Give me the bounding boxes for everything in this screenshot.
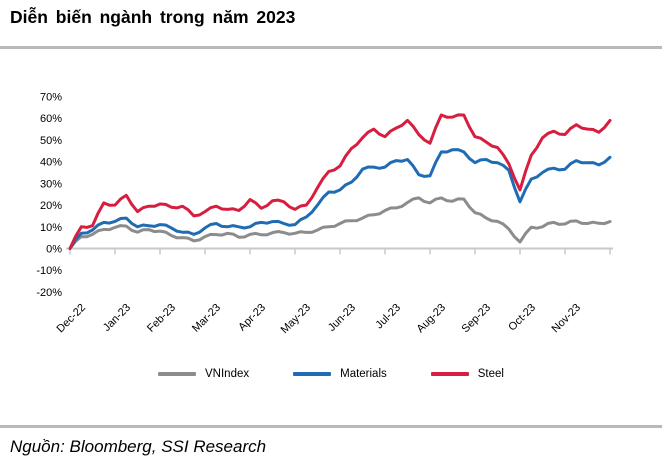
sector-performance-chart: 70% 60% 50% 40% 30% 20% 10% 0% -10% -20% Dec-22 Jan… — [0, 60, 662, 366]
svg-text:Feb-23: Feb-23 — [145, 302, 178, 335]
page-title: Diễn biến ngành trong năm 2023 — [10, 7, 296, 27]
svg-text:60%: 60% — [40, 113, 62, 125]
svg-text:Nov-23: Nov-23 — [550, 302, 584, 336]
svg-text:20%: 20% — [40, 200, 62, 212]
legend-item-vnindex: VNIndex — [158, 368, 249, 380]
vnindex-line-swatch — [158, 372, 196, 376]
materials-line-swatch — [293, 372, 332, 376]
steel-line-swatch — [430, 372, 469, 376]
svg-text:-10%: -10% — [36, 265, 62, 277]
svg-text:May-23: May-23 — [279, 302, 313, 336]
svg-text:Aug-23: Aug-23 — [415, 302, 449, 336]
svg-text:Sep-23: Sep-23 — [460, 302, 494, 336]
svg-text:Dec-22: Dec-22 — [55, 302, 89, 336]
svg-text:40%: 40% — [40, 157, 62, 169]
svg-text:70%: 70% — [40, 92, 62, 104]
svg-text:Jul-23: Jul-23 — [373, 302, 403, 332]
chart-legend: VNIndex Materials Steel — [0, 368, 662, 380]
chart-canvas: 70% 60% 50% 40% 30% 20% 10% 0% -10% -20% Dec-22 Jan… — [36, 92, 613, 336]
svg-text:Jun-23: Jun-23 — [326, 302, 358, 334]
svg-text:Apr-23: Apr-23 — [236, 302, 268, 334]
svg-text:10%: 10% — [40, 222, 62, 234]
footer-divider — [0, 425, 662, 428]
title-divider — [0, 46, 662, 49]
svg-text:-20%: -20% — [36, 287, 62, 299]
svg-text:50%: 50% — [40, 135, 62, 147]
legend-item-materials: Materials — [293, 368, 387, 380]
svg-text:Jan-23: Jan-23 — [101, 302, 133, 334]
legend-label-materials: Materials — [340, 368, 387, 380]
svg-text:Mar-23: Mar-23 — [190, 302, 223, 335]
legend-item-steel: Steel — [430, 368, 504, 380]
svg-text:0%: 0% — [46, 244, 62, 256]
source-note: Nguồn: Bloomberg, SSI Research — [10, 437, 267, 456]
legend-label-steel: Steel — [477, 368, 504, 380]
svg-text:Oct-23: Oct-23 — [506, 302, 538, 334]
legend-label-vnindex: VNIndex — [205, 368, 250, 380]
svg-text:30%: 30% — [40, 178, 62, 190]
